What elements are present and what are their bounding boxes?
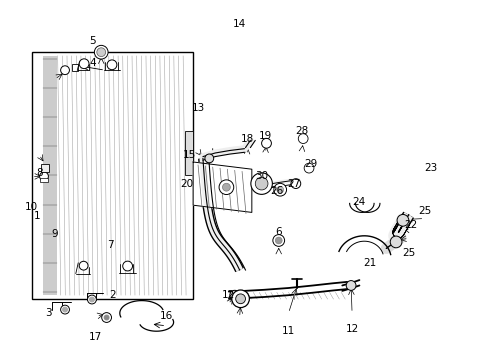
Text: 2: 2 xyxy=(109,290,116,300)
Circle shape xyxy=(272,235,284,246)
Text: 28: 28 xyxy=(295,126,308,136)
Text: 6: 6 xyxy=(275,227,282,237)
Circle shape xyxy=(273,183,286,196)
Circle shape xyxy=(204,154,213,163)
Text: 20: 20 xyxy=(180,179,193,189)
Circle shape xyxy=(222,183,230,191)
Polygon shape xyxy=(193,162,251,212)
Circle shape xyxy=(61,305,69,314)
Circle shape xyxy=(396,215,408,226)
Circle shape xyxy=(87,295,96,304)
Circle shape xyxy=(40,172,48,181)
Text: 3: 3 xyxy=(45,308,52,318)
Text: 23: 23 xyxy=(424,163,437,174)
Circle shape xyxy=(229,290,239,300)
Bar xyxy=(32,52,193,299)
Circle shape xyxy=(255,177,267,190)
Text: 19: 19 xyxy=(258,131,272,141)
Circle shape xyxy=(62,307,67,312)
Text: 11: 11 xyxy=(281,326,295,336)
Text: 18: 18 xyxy=(240,134,253,144)
Circle shape xyxy=(389,236,401,248)
Text: 4: 4 xyxy=(89,58,96,68)
Text: 1: 1 xyxy=(33,211,40,221)
Text: 29: 29 xyxy=(303,159,317,169)
Text: 5: 5 xyxy=(89,36,96,46)
Circle shape xyxy=(219,180,233,194)
Text: 13: 13 xyxy=(191,103,204,113)
Text: 25: 25 xyxy=(401,248,415,258)
Circle shape xyxy=(304,163,313,173)
Circle shape xyxy=(94,45,108,59)
Text: 30: 30 xyxy=(255,171,267,181)
Circle shape xyxy=(276,186,283,193)
Circle shape xyxy=(89,297,94,302)
Text: 15: 15 xyxy=(183,150,196,160)
Bar xyxy=(184,131,193,175)
Text: 21: 21 xyxy=(362,258,376,268)
Bar xyxy=(41,164,49,172)
Circle shape xyxy=(250,173,272,194)
Circle shape xyxy=(79,59,89,69)
Circle shape xyxy=(104,315,109,320)
Text: 22: 22 xyxy=(403,220,417,230)
Text: 9: 9 xyxy=(51,229,58,239)
Text: 17: 17 xyxy=(88,332,102,342)
Text: 26: 26 xyxy=(270,186,284,196)
Circle shape xyxy=(79,261,88,270)
Circle shape xyxy=(275,237,282,244)
Text: 12: 12 xyxy=(345,324,358,334)
Circle shape xyxy=(102,312,111,323)
Text: 25: 25 xyxy=(417,206,430,216)
Circle shape xyxy=(298,134,307,144)
Text: 10: 10 xyxy=(25,202,38,212)
Circle shape xyxy=(61,66,69,75)
Circle shape xyxy=(290,179,300,189)
Circle shape xyxy=(235,294,245,304)
Circle shape xyxy=(231,290,249,307)
Text: 27: 27 xyxy=(286,179,300,189)
Circle shape xyxy=(97,48,105,57)
Bar xyxy=(40,178,48,182)
Circle shape xyxy=(346,280,355,291)
Text: 12: 12 xyxy=(221,290,235,300)
Bar xyxy=(43,56,57,295)
Circle shape xyxy=(107,60,117,70)
Text: 7: 7 xyxy=(106,240,113,250)
Circle shape xyxy=(122,261,132,271)
Text: 24: 24 xyxy=(351,197,365,207)
Text: 8: 8 xyxy=(36,168,42,178)
Circle shape xyxy=(261,138,271,148)
Text: 14: 14 xyxy=(232,19,246,30)
Bar xyxy=(72,64,78,71)
Text: 16: 16 xyxy=(159,311,173,321)
